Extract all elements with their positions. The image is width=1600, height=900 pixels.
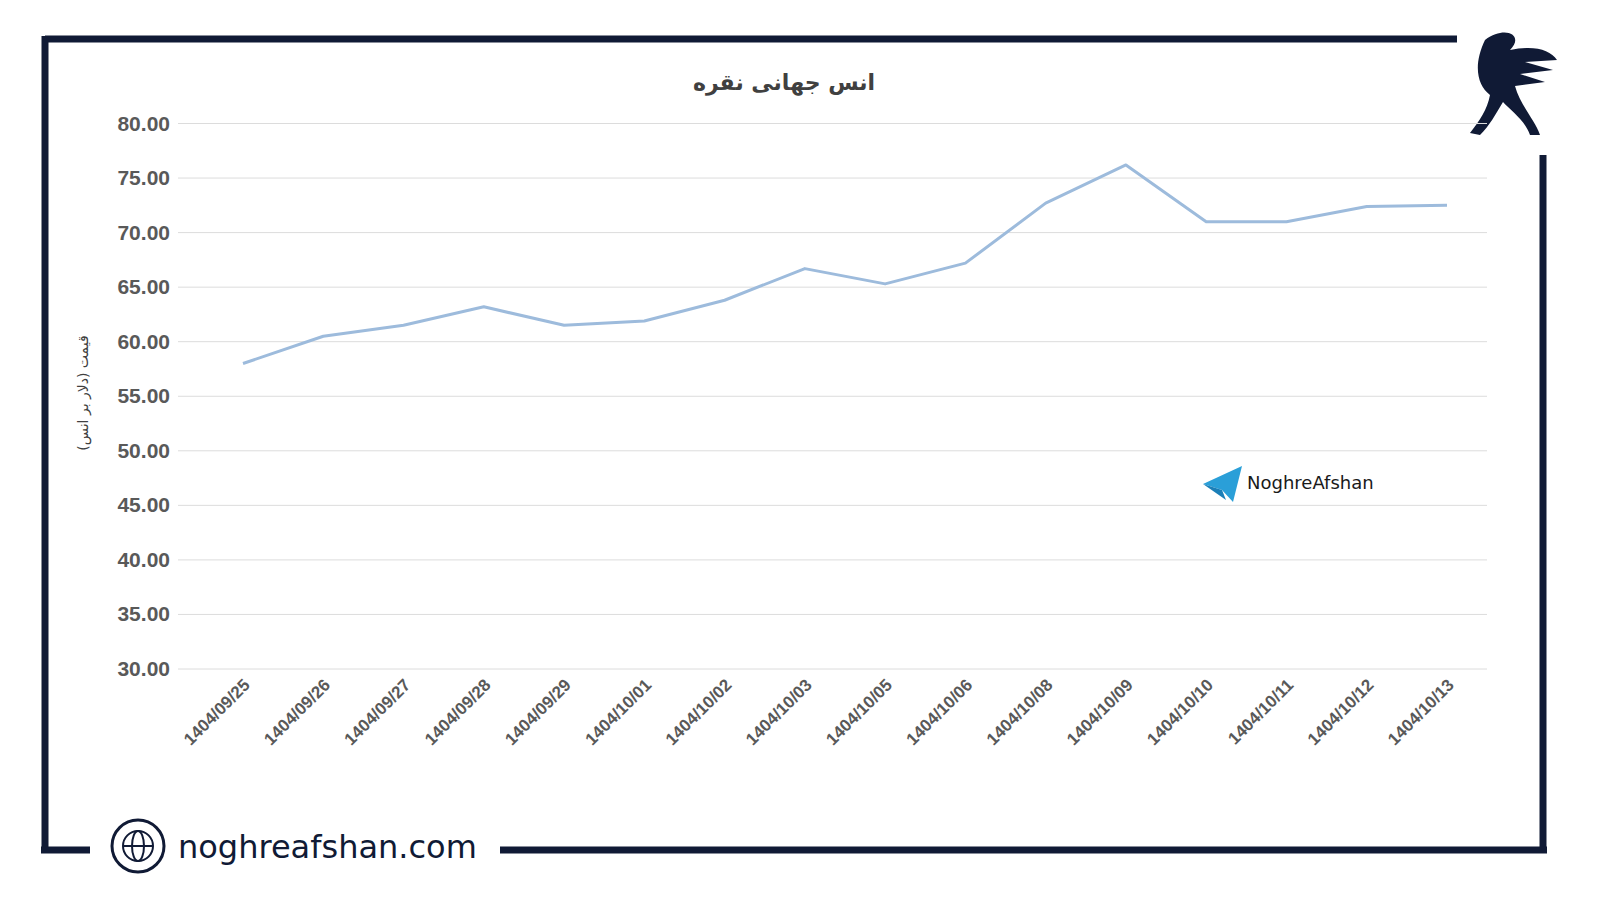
grid-line [178,232,1487,233]
y-axis-title: قیمت (دلار بر انس) [75,335,92,450]
x-tick-label: 1404/10/05 [822,675,896,749]
globe-ring [112,820,164,872]
grid-line [178,505,1487,506]
grid-line [178,396,1487,397]
grid-line [178,178,1487,179]
grid-line [178,450,1487,451]
frame [41,847,90,854]
y-tick-label: 75.00 [117,166,170,189]
website: noghreafshan.com [178,828,477,866]
x-tick-label: 1404/10/11 [1224,675,1297,748]
x-tick-label: 1404/10/10 [1143,675,1217,749]
grid-line [178,614,1487,615]
y-tick-label: 40.00 [117,548,170,571]
y-tick-label: 70.00 [117,221,170,244]
y-tick-label: 55.00 [117,384,170,407]
logo [1470,33,1557,135]
globe [123,831,153,861]
x-tick-label: 1404/10/01 [582,675,656,749]
frame [45,36,1457,43]
y-tick-label: 45.00 [117,493,170,516]
telegram-icon [1203,466,1242,502]
grid-line [178,123,1487,124]
grid-line [178,669,1487,670]
x-tick-label: 1404/09/27 [341,675,415,749]
chart-root: انس جهانی نقره 30.00 35.00 40.00 45.00 50.00 5… [0,0,1600,900]
x-tick-label: 1404/10/13 [1384,675,1458,749]
x-tick-label: 1404/10/08 [983,675,1057,749]
data-line [243,165,1447,364]
grid-line [178,559,1487,560]
y-tick-label: 35.00 [117,602,170,625]
x-tick-label: 1404/10/02 [662,675,736,749]
x-tick-label: 1404/10/09 [1063,675,1137,749]
x-tick-label: 1404/09/25 [180,675,254,749]
footer: noghreafshan.com [112,820,477,872]
x-tick-label: 1404/10/12 [1304,675,1378,749]
plot-area [243,165,1447,364]
grid-line [178,341,1487,342]
frame [42,36,49,853]
y-tick-label: 65.00 [117,275,170,298]
frame [1540,155,1547,853]
annotation: NoghreAfshan [1247,472,1374,493]
globe-equator [123,845,153,847]
frame [500,847,1547,854]
y-tick-label: 30.00 [117,657,170,680]
y-tick-label: 80.00 [117,112,170,135]
telegram-icon-fold [1203,484,1226,500]
y-tick-label: 60.00 [117,330,170,353]
x-tick-label: 1404/10/03 [742,675,816,749]
chart-title: انس جهانی نقره [693,70,875,96]
logo-shape [1470,33,1557,135]
telegram-badge: NoghreAfshan [1203,466,1374,502]
grid-line [178,287,1487,288]
y-tick-label: 50.00 [117,439,170,462]
x-tick-label: 1404/10/06 [903,675,977,749]
x-tick-label: 1404/09/28 [421,675,495,749]
x-tick-label: 1404/09/26 [260,675,334,749]
x-tick-label: 1404/09/29 [501,675,575,749]
